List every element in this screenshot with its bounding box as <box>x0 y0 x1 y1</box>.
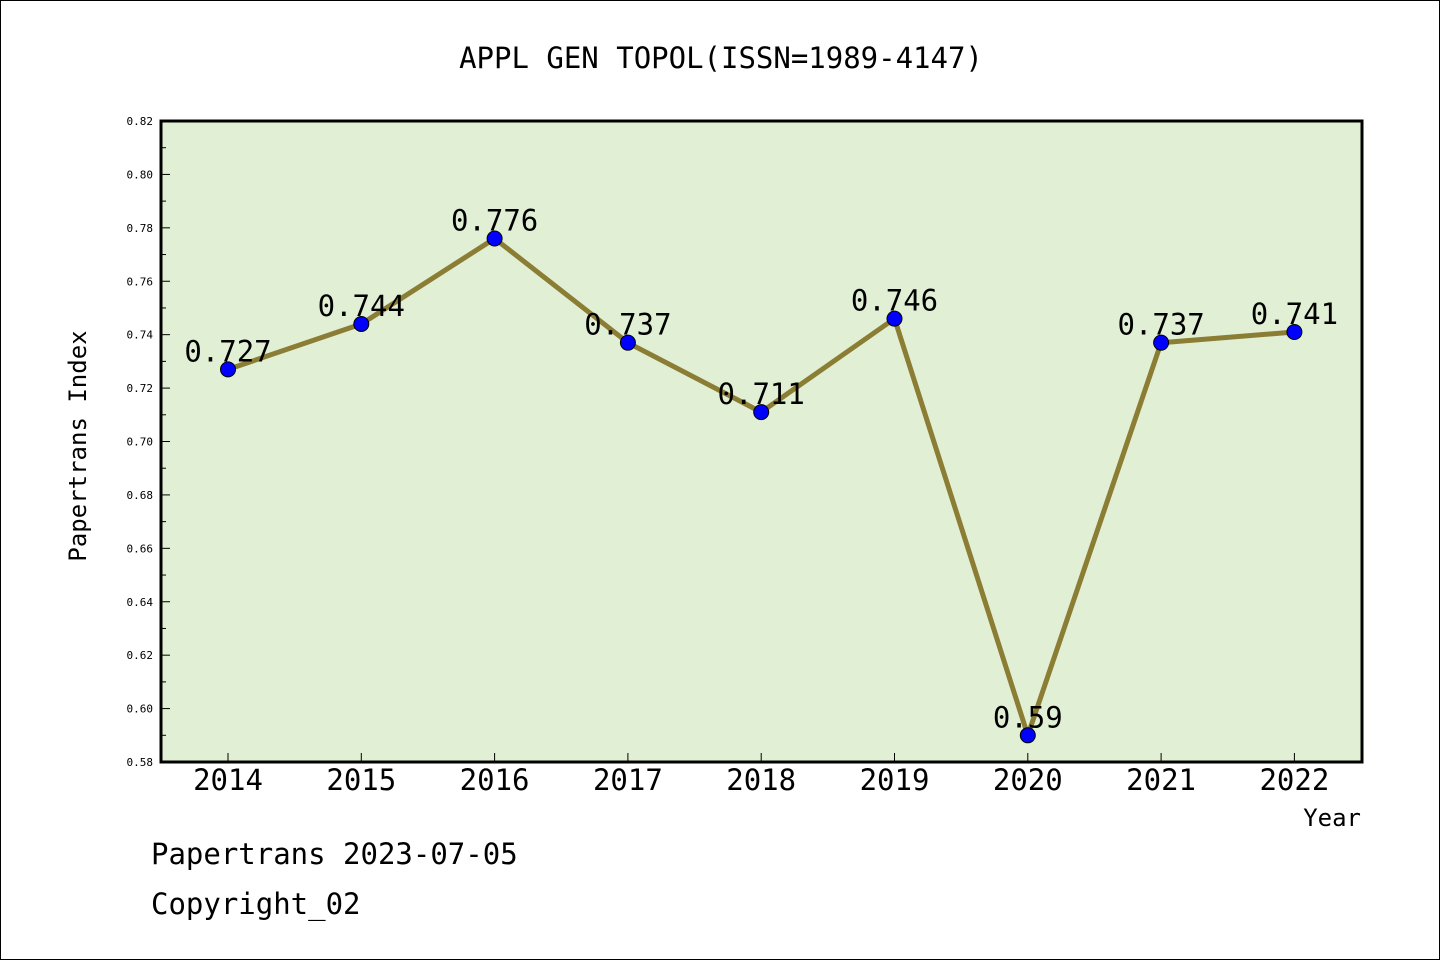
x-tick-label: 2020 <box>993 763 1063 797</box>
chart-title: APPL GEN TOPOL(ISSN=1989-4147) <box>459 41 983 75</box>
data-point <box>353 315 370 332</box>
footer-date: Papertrans 2023-07-05 <box>151 837 518 871</box>
data-label: 0.737 <box>584 308 671 342</box>
data-label: 0.744 <box>318 289 405 323</box>
data-label: 0.59 <box>993 700 1063 734</box>
footer-copyright: Copyright_02 <box>151 887 361 922</box>
data-point <box>1286 323 1303 340</box>
y-tick-label: 0.66 <box>127 542 154 555</box>
data-label: 0.776 <box>451 204 538 238</box>
data-label: 0.727 <box>184 334 271 368</box>
y-axis-label: Papertrans Index <box>64 330 92 561</box>
y-axis: 0.58 0.60 0.62 0.64 0.66 0.68 0.70 0.72 0.74 0.76… <box>127 115 170 769</box>
x-tick-label: 2019 <box>860 763 930 797</box>
y-tick-label: 0.70 <box>127 436 154 449</box>
data-point <box>753 404 770 421</box>
x-tick-label: 2018 <box>726 763 796 797</box>
y-tick-label: 0.58 <box>127 756 154 769</box>
data-point <box>486 230 503 247</box>
y-tick-label: 0.74 <box>127 329 154 342</box>
y-tick-label: 0.64 <box>127 596 154 609</box>
x-tick-label: 2021 <box>1126 763 1196 797</box>
x-tick-label: 2022 <box>1259 763 1329 797</box>
data-label: 0.711 <box>718 377 805 411</box>
x-tick-label: 2014 <box>193 763 263 797</box>
data-point <box>1153 334 1170 351</box>
data-label-layer: 0.727 0.744 0.776 0.737 0.711 0.746 0.59 0.737 0… <box>184 204 1338 735</box>
data-label: 0.737 <box>1117 308 1204 342</box>
y-tick-label: 0.68 <box>127 489 154 502</box>
x-axis-label: Year <box>1303 804 1361 832</box>
data-point <box>619 334 636 351</box>
data-label: 0.746 <box>851 284 938 318</box>
x-tick-label: 2017 <box>593 763 663 797</box>
x-axis: 2014 2015 2016 2017 2018 2019 2020 2021 2022 <box>193 753 1329 797</box>
data-point <box>886 310 903 327</box>
y-tick-label: 0.72 <box>127 382 154 395</box>
data-label: 0.741 <box>1251 297 1338 331</box>
y-tick-label: 0.62 <box>127 649 154 662</box>
x-tick-label: 2016 <box>460 763 530 797</box>
y-tick-label: 0.76 <box>127 275 154 288</box>
x-tick-label: 2015 <box>326 763 396 797</box>
y-tick-label: 0.82 <box>127 115 154 128</box>
y-tick-label: 0.80 <box>127 168 154 181</box>
y-tick-label: 0.78 <box>127 222 154 235</box>
plot-area <box>159 119 1364 764</box>
data-point <box>1019 727 1036 744</box>
series-layer <box>220 230 1303 744</box>
data-point <box>220 361 236 378</box>
y-tick-label: 0.60 <box>127 703 154 716</box>
